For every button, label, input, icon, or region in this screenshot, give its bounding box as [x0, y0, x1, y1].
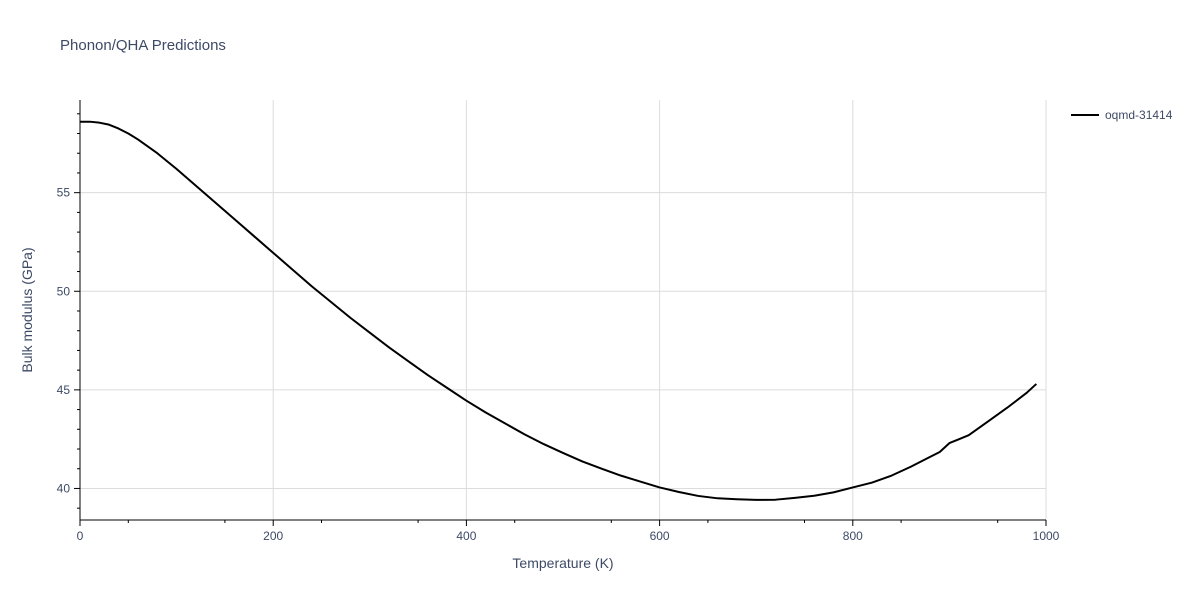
- x-tick-label: 0: [77, 529, 84, 543]
- y-axis-title: Bulk modulus (GPa): [19, 247, 35, 372]
- y-tick-label: 50: [57, 284, 71, 298]
- y-tick-label: 45: [57, 383, 71, 397]
- x-tick-label: 400: [456, 529, 476, 543]
- chart-title: Phonon/QHA Predictions: [60, 37, 226, 54]
- axes-layer: 0 200 400 600 800 1000 40 45 50 55: [57, 100, 1060, 543]
- y-tick-label: 55: [57, 186, 71, 200]
- grid-layer: [80, 100, 1047, 520]
- legend-label[interactable]: oqmd-31414: [1105, 108, 1173, 122]
- x-tick-label: 200: [263, 529, 283, 543]
- series-layer: [80, 120, 1038, 501]
- x-axis-title: Temperature (K): [512, 555, 613, 571]
- legend[interactable]: oqmd-31414: [1071, 108, 1173, 122]
- series-line-oqmd-31414: [80, 120, 1038, 501]
- x-tick-label: 600: [650, 529, 670, 543]
- x-tick-label: 1000: [1033, 529, 1060, 543]
- y-tick-label: 40: [57, 481, 71, 495]
- x-tick-label: 800: [843, 529, 863, 543]
